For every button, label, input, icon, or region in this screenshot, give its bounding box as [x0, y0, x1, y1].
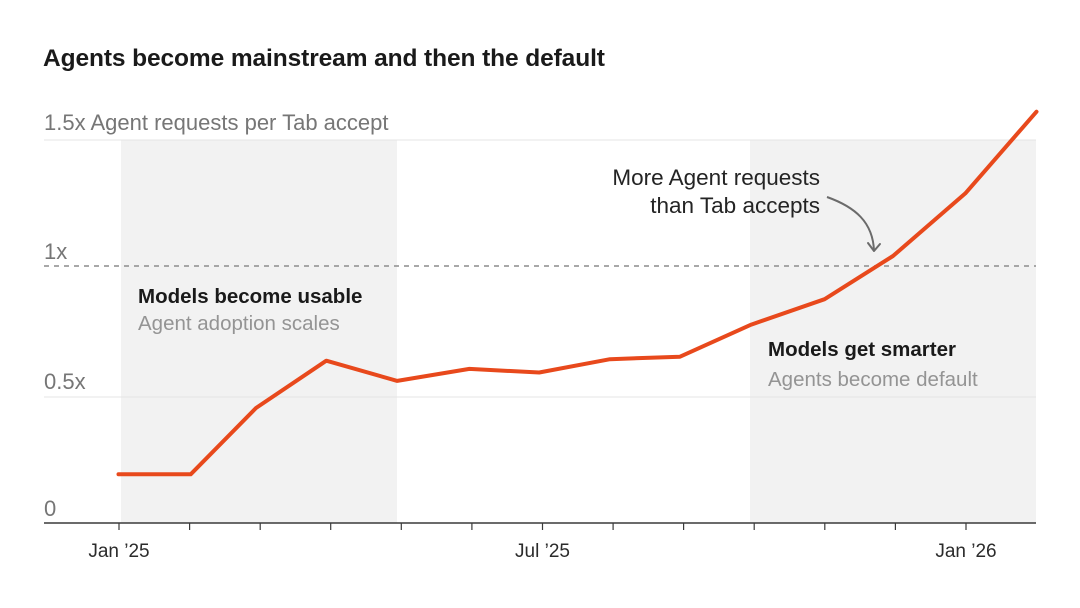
svg-text:Agent adoption scales: Agent adoption scales: [138, 312, 340, 335]
svg-text:Models get smarter: Models get smarter: [768, 338, 956, 361]
svg-text:1.5x Agent requests per Tab ac: 1.5x Agent requests per Tab accept: [44, 110, 389, 135]
svg-text:Agents become default: Agents become default: [768, 368, 978, 391]
svg-text:1x: 1x: [44, 239, 67, 264]
svg-text:0.5x: 0.5x: [44, 369, 86, 394]
svg-text:0: 0: [44, 496, 56, 521]
svg-text:Models become usable: Models become usable: [138, 285, 362, 308]
svg-text:than Tab accepts: than Tab accepts: [650, 193, 820, 218]
svg-text:Jan ’25: Jan ’25: [88, 541, 149, 562]
svg-text:More Agent requests: More Agent requests: [612, 165, 820, 190]
svg-text:Jan ’26: Jan ’26: [935, 541, 996, 562]
svg-text:Jul ’25: Jul ’25: [515, 541, 570, 562]
